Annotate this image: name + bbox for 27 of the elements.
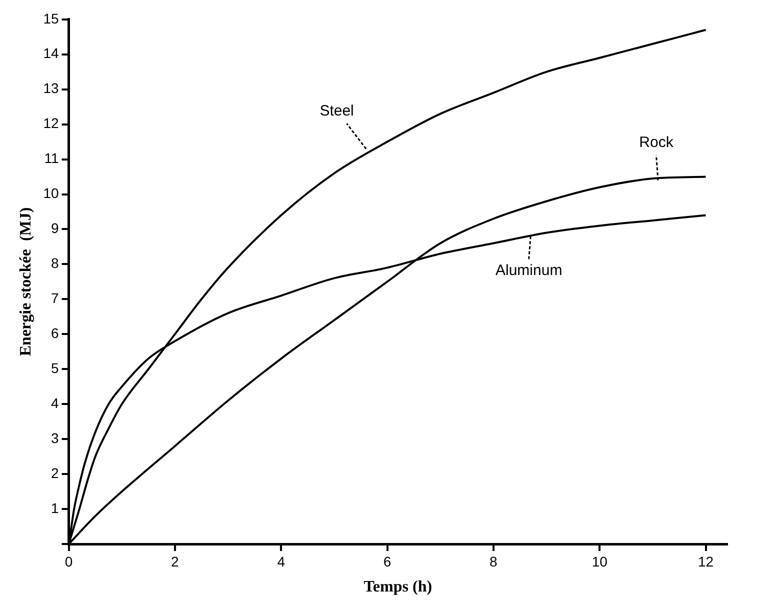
y-tick-label: 13 bbox=[43, 80, 59, 96]
y-tick-label: 10 bbox=[43, 185, 59, 202]
x-tick-label: 0 bbox=[64, 553, 73, 570]
y-tick-label: 6 bbox=[50, 325, 59, 342]
annotation: Aluminum bbox=[496, 262, 562, 280]
y-tick-label: 3 bbox=[50, 430, 59, 446]
x-axis-title: Temps (h) bbox=[364, 578, 432, 596]
y-tick-label: 1 bbox=[50, 500, 59, 516]
annotation: Steel bbox=[320, 102, 354, 120]
y-tick-label: 14 bbox=[43, 45, 59, 62]
y-tick-label: 9 bbox=[50, 220, 59, 236]
y-tick-label: 8 bbox=[50, 255, 59, 272]
y-tick-label: 7 bbox=[50, 290, 59, 306]
y-tick-label: 12 bbox=[43, 115, 59, 132]
x-tick-label: 12 bbox=[698, 553, 714, 570]
x-tick-label: 10 bbox=[592, 553, 608, 570]
x-tick-label: 2 bbox=[171, 553, 180, 570]
x-tick-label: 4 bbox=[277, 553, 286, 570]
y-tick-label: 4 bbox=[50, 394, 59, 411]
y-axis-title: Energie stockée (MJ) bbox=[18, 207, 35, 356]
x-tick-label: 6 bbox=[383, 553, 392, 570]
x-tick-label: 8 bbox=[490, 553, 498, 570]
y-tick-label: 5 bbox=[50, 360, 59, 376]
y-tick-label: 11 bbox=[44, 150, 59, 166]
y-tick-label: 2 bbox=[50, 464, 59, 481]
y-tick-label: 15 bbox=[43, 10, 59, 26]
annotation: Rock bbox=[639, 134, 674, 152]
